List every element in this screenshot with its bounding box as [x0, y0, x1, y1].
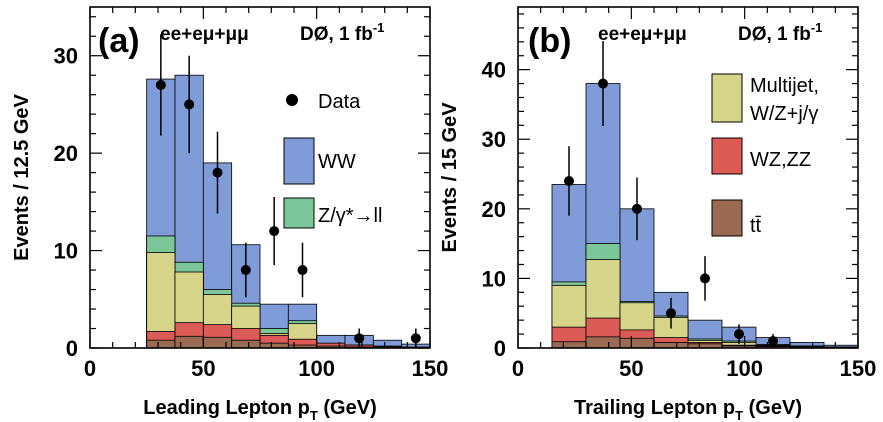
y-tick-label: 20	[482, 197, 506, 222]
channel-header: ee+eμ+μμ	[598, 24, 687, 45]
y-tick-label: 0	[66, 336, 78, 361]
legend-swatch-ttbar	[711, 199, 743, 237]
experiment-name: DØ, 1 fb	[300, 24, 373, 45]
data-point	[155, 79, 166, 90]
data-point	[354, 333, 365, 344]
data-point	[768, 336, 778, 347]
legend-label-ww: WW	[318, 151, 356, 173]
panel-b-trailing-lepton-pt: 0 50 100 150 0 10 20 30 40 Trailing Lepton pT (Ge…	[439, 6, 877, 422]
x-tick-label: 150	[840, 356, 877, 381]
bar-ttbar	[653, 342, 689, 349]
y-tick-label: 20	[54, 141, 78, 166]
legend-swatch-multijet	[711, 73, 743, 123]
x-tick-label: 100	[726, 356, 763, 381]
bar-ttbar	[202, 336, 233, 349]
legend-label-data: Data	[318, 91, 361, 113]
panel-label: (a)	[98, 22, 140, 60]
bar-ttbar	[231, 339, 261, 349]
y-tick-label: 30	[482, 127, 506, 152]
legend-marker-data	[286, 94, 298, 106]
legend-swatch-ww	[283, 137, 315, 185]
x-axis-label: Trailing Lepton pT (GeV)	[574, 397, 802, 422]
plot-frame	[89, 6, 431, 349]
data-point	[734, 329, 744, 340]
data-point	[700, 273, 710, 284]
legend: Data WW Z/γ*→ll	[283, 91, 382, 229]
y-axis-label: Events / 15 GeV	[439, 102, 461, 253]
experiment-lumi-exponent: -1	[811, 20, 823, 35]
data-point	[212, 167, 223, 178]
x-tick-label: 100	[298, 356, 335, 381]
bar-ttbar	[146, 339, 176, 349]
experiment-label: DØ, 1 fb-1	[738, 20, 822, 45]
experiment-lumi-exponent: -1	[373, 20, 385, 35]
y-tick-label: 30	[54, 44, 78, 69]
y-tick-label: 10	[54, 239, 78, 264]
data-point	[269, 226, 280, 237]
plot-frame	[517, 6, 859, 349]
x-axis-label-main: Trailing Lepton p	[574, 397, 735, 419]
legend-swatch-zgamma	[283, 197, 315, 229]
channel-header: ee+eμ+μμ	[160, 24, 249, 45]
data-point	[410, 333, 421, 344]
x-axis-label-sub: T	[310, 408, 318, 422]
legend-label-multijet: Multijet,	[750, 75, 819, 97]
x-axis-label-unit: (GeV)	[743, 397, 802, 419]
y-axis-label: Events / 12.5 GeV	[11, 93, 33, 260]
data-point	[564, 175, 574, 186]
legend-label-ttbar: tt̄	[750, 215, 762, 237]
bar-ttbar	[619, 337, 655, 349]
x-tick-label: 50	[619, 356, 643, 381]
data-point	[184, 99, 195, 110]
bar-ttbar	[585, 336, 621, 349]
data-point	[632, 203, 642, 214]
x-tick-label: 50	[191, 356, 215, 381]
y-tick-label: 40	[482, 58, 506, 83]
y-tick-label: 10	[482, 266, 506, 291]
legend-label-zgamma: Z/γ*→ll	[318, 205, 382, 227]
legend: Multijet, W/Z+j/γ WZ,ZZ tt̄	[711, 73, 819, 237]
bar-ttbar	[551, 341, 587, 349]
panel-label: (b)	[528, 22, 571, 60]
bar-ttbar	[174, 335, 204, 349]
data-point	[240, 265, 251, 276]
x-tick-label: 0	[512, 356, 524, 381]
x-tick-label: 150	[412, 356, 449, 381]
data-point	[297, 265, 308, 276]
data-points	[564, 41, 778, 348]
legend-label2-multijet: W/Z+j/γ	[750, 103, 818, 125]
data-points	[155, 34, 421, 348]
x-tick-label: 0	[84, 356, 96, 381]
experiment-label: DØ, 1 fb-1	[300, 20, 384, 45]
x-axis-label-sub: T	[735, 408, 743, 422]
x-axis-label: Leading Lepton pT (GeV)	[143, 397, 377, 422]
data-point	[598, 78, 608, 89]
experiment-name: DØ, 1 fb	[738, 24, 811, 45]
panel-a-leading-lepton-pt: 0 50 100 150 0 10 20 30 Leading Lepton pT (GeV) E…	[11, 6, 449, 422]
axis-ticks	[89, 7, 431, 349]
y-tick-label: 0	[494, 336, 506, 361]
legend-swatch-wzzz	[711, 137, 743, 175]
x-axis-label-main: Leading Lepton p	[143, 397, 310, 419]
axis-ticks	[517, 7, 859, 349]
legend-label-wzzz: WZ,ZZ	[750, 149, 811, 171]
x-axis-label-unit: (GeV)	[318, 397, 377, 419]
data-point	[666, 308, 676, 319]
